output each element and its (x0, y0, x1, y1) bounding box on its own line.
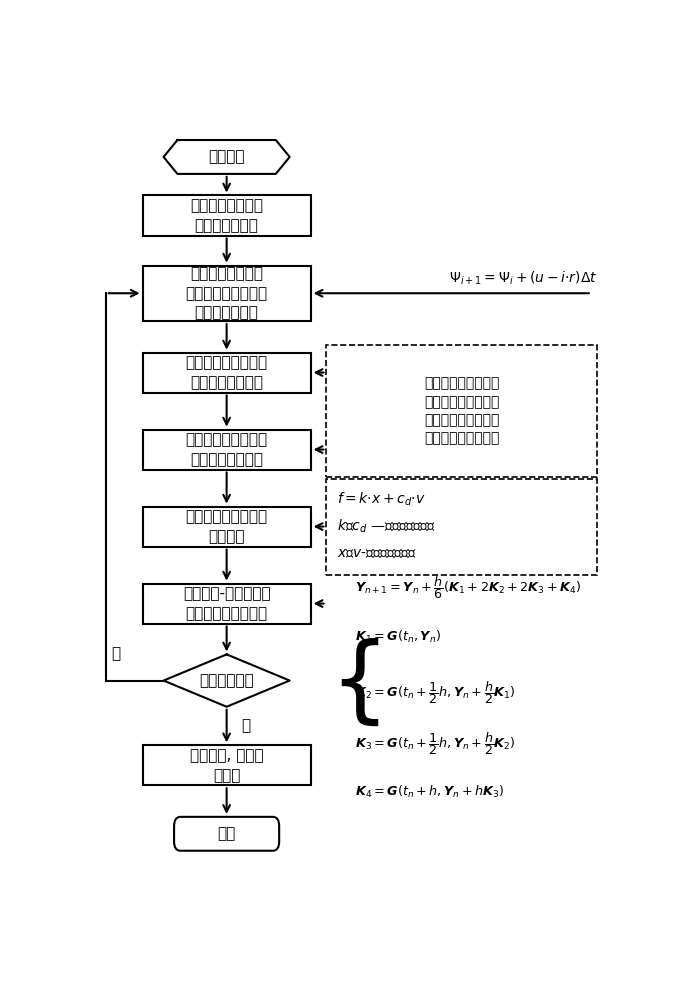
Bar (142, 584, 311, 624)
Text: 四阶龙格-库塔法求解
机械运动微分方程组: 四阶龙格-库塔法求解 机械运动微分方程组 (183, 586, 271, 621)
Bar (327, 345, 597, 477)
Text: 否: 否 (111, 646, 120, 661)
Text: $\mathit{\Psi}_{i+1} = \mathit{\Psi}_i + (u - i{\cdot}r)\Delta t$: $\mathit{\Psi}_{i+1} = \mathit{\Psi}_i +… (449, 270, 597, 287)
Text: $\boldsymbol{K}_2 = \boldsymbol{G}(t_n + \dfrac{1}{2}h, \boldsymbol{Y}_n + \dfra: $\boldsymbol{K}_2 = \boldsymbol{G}(t_n +… (355, 679, 516, 706)
Text: $\boldsymbol{K}_3 = \boldsymbol{G}(t_n + \dfrac{1}{2}h, \boldsymbol{Y}_n + \dfra: $\boldsymbol{K}_3 = \boldsymbol{G}(t_n +… (355, 730, 516, 757)
Bar (142, 195, 311, 235)
Text: 由线圈电流、衔铁位
移查表求电磁吸力: 由线圈电流、衔铁位 移查表求电磁吸力 (186, 432, 268, 467)
Text: $\boldsymbol{K}_4 = \boldsymbol{G}(t_n + h, \boldsymbol{Y}_n + h\boldsymbol{K}_3: $\boldsymbol{K}_4 = \boldsymbol{G}(t_n +… (355, 784, 504, 800)
Bar (327, 479, 597, 575)
Text: $\boldsymbol{K}_1 = \boldsymbol{G}(t_n, \boldsymbol{Y}_n)$: $\boldsymbol{K}_1 = \boldsymbol{G}(t_n, … (355, 629, 441, 645)
Text: 保存数据, 提取特
性参数: 保存数据, 提取特 性参数 (190, 748, 264, 783)
Text: 结束: 结束 (218, 826, 236, 841)
Bar (142, 353, 311, 393)
Text: $f = k{\cdot}x + c_d{\cdot}v$: $f = k{\cdot}x + c_d{\cdot}v$ (337, 491, 426, 508)
Text: 开始计算: 开始计算 (208, 149, 245, 164)
Bar (142, 266, 311, 321)
Text: $\boldsymbol{Y}_{n+1} = \boldsymbol{Y}_n + \dfrac{h}{6}(\boldsymbol{K}_1 + 2\bol: $\boldsymbol{Y}_{n+1} = \boldsymbol{Y}_n… (355, 574, 582, 601)
Text: 是否计算完毕: 是否计算完毕 (199, 673, 254, 688)
Text: 线圈电流关于线圈磁
链、衔铁位移和电磁
吸力关于线圈电流、
衔铁位移的二维表格: 线圈电流关于线圈磁 链、衔铁位移和电磁 吸力关于线圈电流、 衔铁位移的二维表格 (424, 376, 500, 446)
Text: 由线圈磁链、衔铁位
移查表求线圈电流: 由线圈磁链、衔铁位 移查表求线圈电流 (186, 355, 268, 390)
Text: 是: 是 (241, 718, 250, 733)
Text: 设置模型计算参数
初始化特性参数: 设置模型计算参数 初始化特性参数 (190, 198, 263, 233)
Bar (142, 507, 311, 547)
Text: $k$、$c_d$ —弹簧刚度、阻尼: $k$、$c_d$ —弹簧刚度、阻尼 (337, 518, 435, 535)
Bar (142, 430, 311, 470)
Text: {: { (329, 638, 389, 730)
Bar (142, 745, 311, 785)
Text: 由衔铁位移计算机械
弹簧反力: 由衔铁位移计算机械 弹簧反力 (186, 509, 268, 544)
Text: 由前一时刻线圈电
压、电流和磁链积分
求当前时刻磁链: 由前一时刻线圈电 压、电流和磁链积分 求当前时刻磁链 (186, 266, 268, 321)
Text: $x$、$v$-衔铁位移、速度: $x$、$v$-衔铁位移、速度 (337, 546, 416, 560)
